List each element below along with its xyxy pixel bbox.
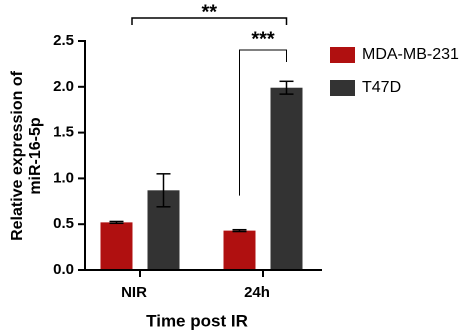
bar (270, 87, 303, 270)
y-tick-label: 0.0 (53, 261, 74, 278)
y-tick-label: 1.0 (53, 169, 74, 186)
bar (100, 222, 133, 270)
legend-label: MDA-MB-231 (362, 46, 459, 63)
y-tick-label: 2.5 (53, 32, 74, 49)
significance-label: ** (201, 1, 217, 23)
y-axis-title: Relative expression of (9, 70, 26, 241)
y-tick-label: 1.5 (53, 124, 74, 141)
significance-label: *** (251, 28, 275, 50)
y-axis-title: miR-16-5p (27, 117, 44, 195)
y-tick-label: 2.0 (53, 78, 74, 95)
legend-swatch (330, 47, 355, 63)
legend-swatch (330, 80, 355, 96)
x-tick-label: 24h (244, 284, 270, 301)
x-tick-label: NIR (121, 284, 147, 301)
bar (223, 230, 256, 270)
x-axis-title: Time post IR (146, 311, 248, 330)
legend-label: T47D (362, 79, 401, 96)
significance-bracket (131, 17, 288, 25)
significance-bracket (239, 49, 287, 196)
y-tick-label: 0.5 (53, 215, 74, 232)
